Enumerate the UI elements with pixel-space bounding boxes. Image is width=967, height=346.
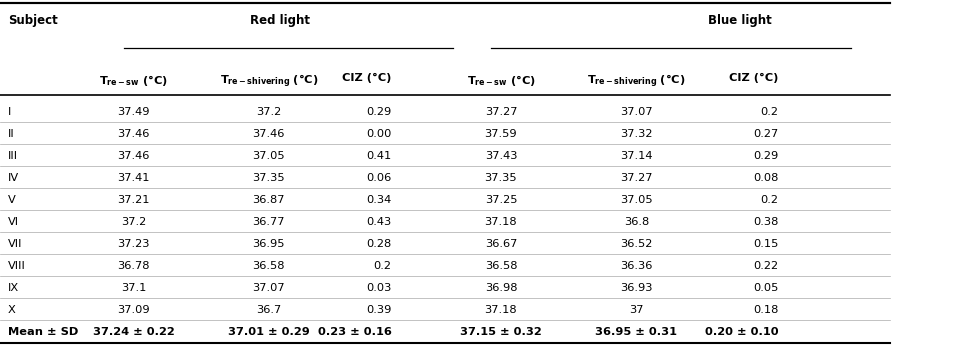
Text: VI: VI [8, 217, 19, 227]
Text: 37.09: 37.09 [117, 305, 150, 315]
Text: CIZ (°C): CIZ (°C) [729, 73, 778, 83]
Text: 0.15: 0.15 [753, 239, 778, 249]
Text: II: II [8, 129, 15, 139]
Text: 0.28: 0.28 [366, 239, 392, 249]
Text: 37.2: 37.2 [256, 108, 281, 117]
Text: 0.41: 0.41 [366, 152, 392, 161]
Text: 36.93: 36.93 [620, 283, 653, 293]
Text: VII: VII [8, 239, 22, 249]
Text: IX: IX [8, 283, 19, 293]
Text: 37.25: 37.25 [484, 195, 517, 205]
Text: 36.87: 36.87 [252, 195, 285, 205]
Text: 37.27: 37.27 [484, 108, 517, 117]
Text: X: X [8, 305, 15, 315]
Text: 36.7: 36.7 [256, 305, 281, 315]
Text: 36.95 ± 0.31: 36.95 ± 0.31 [596, 327, 677, 337]
Text: T$_\mathregular{re-shivering}$ (°C): T$_\mathregular{re-shivering}$ (°C) [587, 73, 686, 90]
Text: 37.05: 37.05 [620, 195, 653, 205]
Text: 0.00: 0.00 [366, 129, 392, 139]
Text: Subject: Subject [8, 14, 57, 27]
Text: 37.35: 37.35 [484, 173, 517, 183]
Text: 0.05: 0.05 [753, 283, 778, 293]
Text: I: I [8, 108, 11, 117]
Text: 36.78: 36.78 [117, 261, 150, 271]
Text: 36.98: 36.98 [484, 283, 517, 293]
Text: 36.95: 36.95 [252, 239, 285, 249]
Text: 36.67: 36.67 [484, 239, 517, 249]
Text: 36.52: 36.52 [620, 239, 653, 249]
Text: 37.07: 37.07 [620, 108, 653, 117]
Text: 0.27: 0.27 [753, 129, 778, 139]
Text: 0.22: 0.22 [753, 261, 778, 271]
Text: 37.46: 37.46 [117, 129, 150, 139]
Text: 37.14: 37.14 [620, 152, 653, 161]
Text: CIZ (°C): CIZ (°C) [342, 73, 392, 83]
Text: 0.38: 0.38 [753, 217, 778, 227]
Text: 37.41: 37.41 [117, 173, 150, 183]
Text: 37.18: 37.18 [484, 305, 517, 315]
Text: 37.18: 37.18 [484, 217, 517, 227]
Text: 37.24 ± 0.22: 37.24 ± 0.22 [93, 327, 174, 337]
Text: 0.43: 0.43 [366, 217, 392, 227]
Text: VIII: VIII [8, 261, 25, 271]
Text: 37: 37 [630, 305, 643, 315]
Text: III: III [8, 152, 17, 161]
Text: 0.29: 0.29 [366, 108, 392, 117]
Text: 37.2: 37.2 [121, 217, 146, 227]
Text: 0.20 ± 0.10: 0.20 ± 0.10 [705, 327, 778, 337]
Text: Red light: Red light [250, 14, 310, 27]
Text: 0.08: 0.08 [753, 173, 778, 183]
Text: T$_\mathregular{re-sw}$ (°C): T$_\mathregular{re-sw}$ (°C) [99, 73, 168, 88]
Text: 37.1: 37.1 [121, 283, 146, 293]
Text: T$_\mathregular{re-sw}$ (°C): T$_\mathregular{re-sw}$ (°C) [466, 73, 536, 88]
Text: 0.34: 0.34 [366, 195, 392, 205]
Text: 37.46: 37.46 [252, 129, 285, 139]
Text: 36.36: 36.36 [620, 261, 653, 271]
Text: 37.05: 37.05 [252, 152, 285, 161]
Text: 36.77: 36.77 [252, 217, 285, 227]
Text: 0.2: 0.2 [373, 261, 392, 271]
Text: Mean ± SD: Mean ± SD [8, 327, 78, 337]
Text: V: V [8, 195, 15, 205]
Text: 37.49: 37.49 [117, 108, 150, 117]
Text: IV: IV [8, 173, 19, 183]
Text: 0.39: 0.39 [366, 305, 392, 315]
Text: T$_\mathregular{re-shivering}$ (°C): T$_\mathregular{re-shivering}$ (°C) [220, 73, 318, 90]
Text: 0.2: 0.2 [760, 195, 778, 205]
Text: 37.23: 37.23 [117, 239, 150, 249]
Text: 0.18: 0.18 [753, 305, 778, 315]
Text: 37.59: 37.59 [484, 129, 517, 139]
Text: 36.58: 36.58 [252, 261, 285, 271]
Text: 37.46: 37.46 [117, 152, 150, 161]
Text: 0.2: 0.2 [760, 108, 778, 117]
Text: 36.8: 36.8 [624, 217, 649, 227]
Text: 0.06: 0.06 [366, 173, 392, 183]
Text: 37.21: 37.21 [117, 195, 150, 205]
Text: 36.58: 36.58 [484, 261, 517, 271]
Text: 37.07: 37.07 [252, 283, 285, 293]
Text: 0.29: 0.29 [753, 152, 778, 161]
Text: 37.43: 37.43 [484, 152, 517, 161]
Text: 37.15 ± 0.32: 37.15 ± 0.32 [460, 327, 542, 337]
Text: 0.03: 0.03 [366, 283, 392, 293]
Text: Blue light: Blue light [708, 14, 772, 27]
Text: 37.01 ± 0.29: 37.01 ± 0.29 [228, 327, 309, 337]
Text: 37.32: 37.32 [620, 129, 653, 139]
Text: 0.23 ± 0.16: 0.23 ± 0.16 [318, 327, 392, 337]
Text: 37.35: 37.35 [252, 173, 285, 183]
Text: 37.27: 37.27 [620, 173, 653, 183]
